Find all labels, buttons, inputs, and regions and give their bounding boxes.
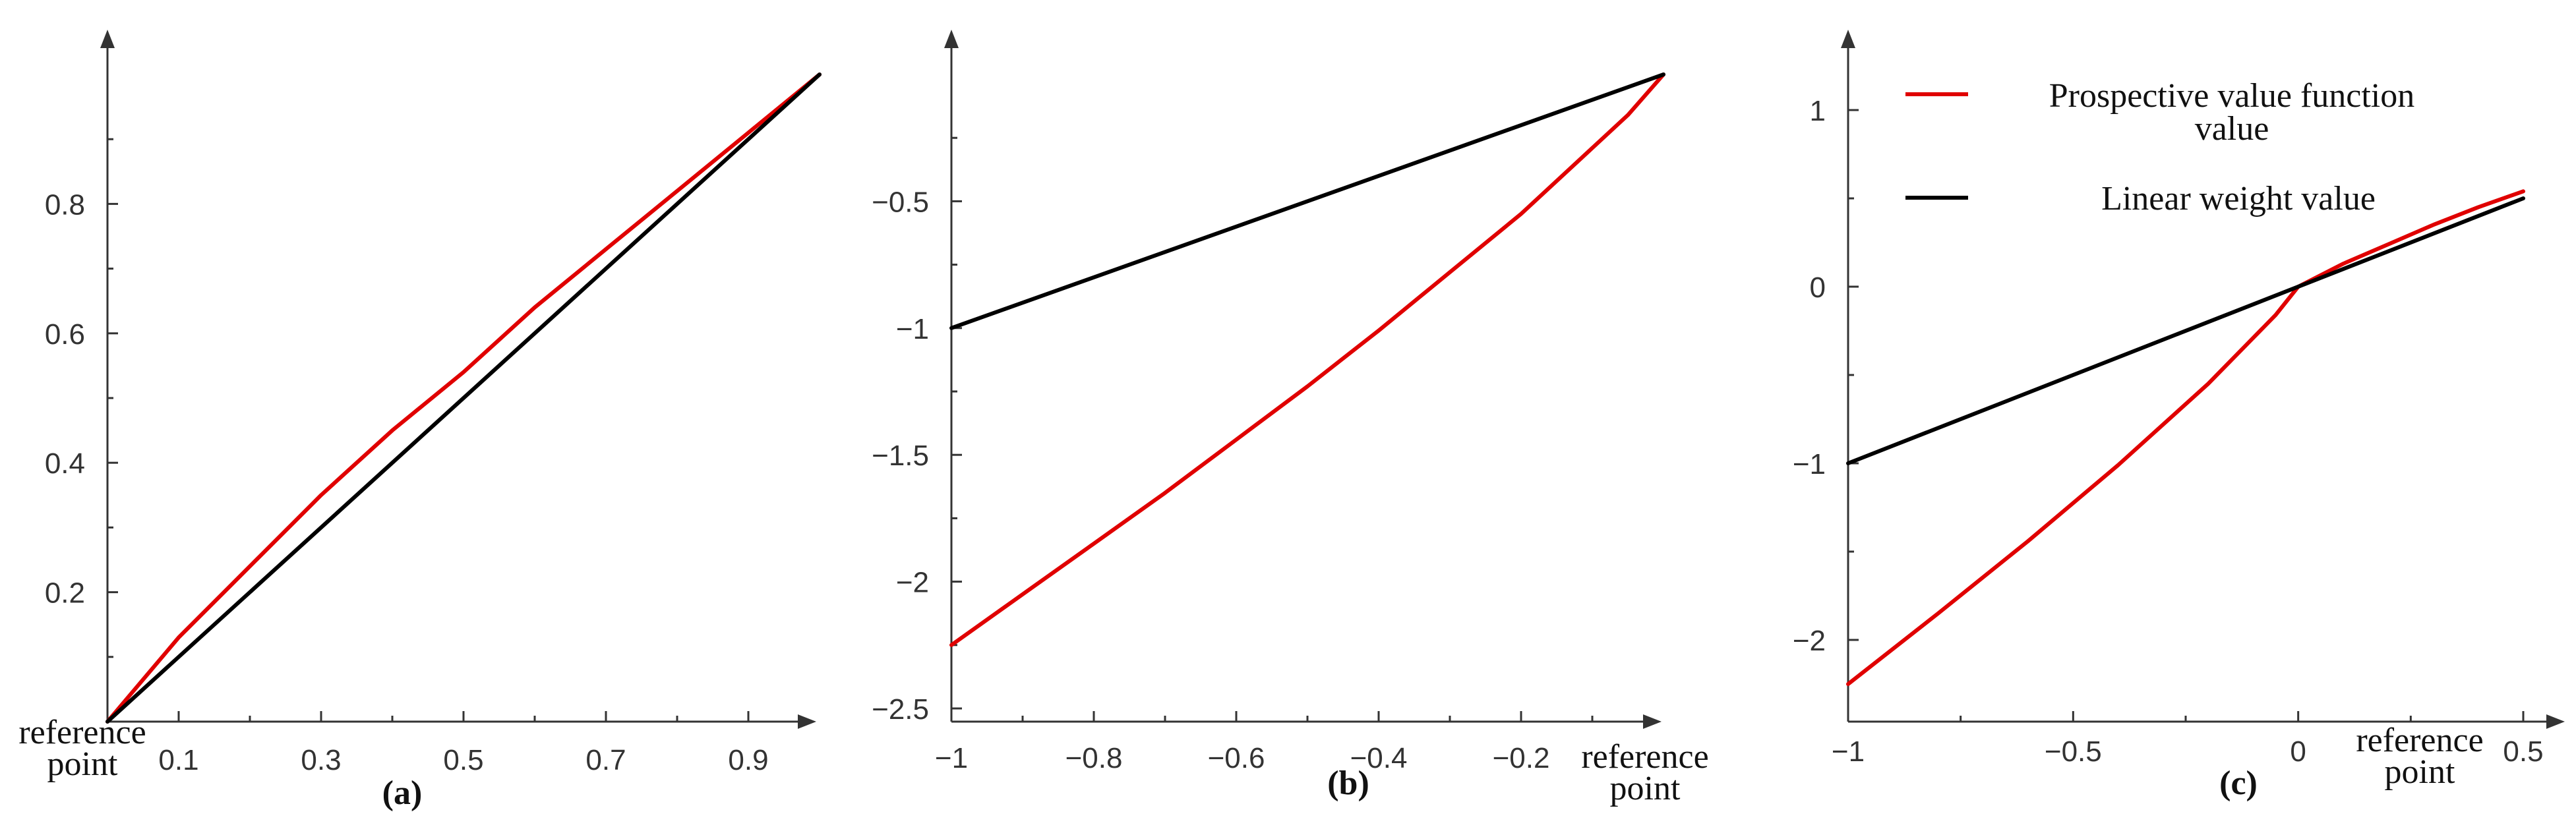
y-tick-label: −1 bbox=[896, 313, 929, 345]
x-tick-label: 0.9 bbox=[728, 744, 768, 776]
y-tick-label: 0.8 bbox=[45, 188, 85, 221]
x-tick-label: −1 bbox=[1832, 735, 1865, 768]
series-line bbox=[949, 72, 1665, 330]
x-axis-arrow bbox=[2546, 714, 2565, 729]
x-tick-label: −1 bbox=[935, 742, 968, 774]
y-axis-arrow bbox=[100, 30, 115, 48]
x-axis-arrow bbox=[1643, 714, 1662, 729]
panel-a: 0.1 0.3 0.5 0.7 0.9 0.2 0.4 0.6 0.8 reference poin… bbox=[18, 30, 822, 812]
y-tick-label: 0.2 bbox=[45, 577, 85, 610]
x-axis-label: reference point bbox=[1581, 738, 1708, 807]
x-tick-label: 0.1 bbox=[158, 744, 198, 776]
y-tick-label: 0 bbox=[1810, 272, 1826, 304]
x-axis-label: reference point bbox=[2356, 722, 2483, 791]
y-tick-label: −2 bbox=[1793, 625, 1826, 657]
x-axis-arrow bbox=[798, 714, 816, 729]
y-tick-label: −1 bbox=[1793, 448, 1826, 480]
panel-label: (b) bbox=[1327, 764, 1369, 802]
y-tick-label: −2.5 bbox=[872, 693, 929, 726]
legend-label: Linear weight value bbox=[2101, 180, 2376, 217]
x-tick-label: 0.5 bbox=[2503, 735, 2543, 768]
series-line bbox=[949, 72, 1665, 647]
y-tick-label: −1.5 bbox=[872, 440, 929, 472]
y-axis-arrow bbox=[1841, 30, 1855, 48]
x-tick-label: 0.7 bbox=[585, 744, 626, 776]
series-line bbox=[1846, 189, 2525, 686]
x-tick-label: 0 bbox=[2290, 735, 2306, 768]
panel-label: (c) bbox=[2219, 764, 2258, 802]
panel-label: (a) bbox=[382, 774, 423, 812]
legend-label: Prospective value function value bbox=[2049, 77, 2415, 148]
y-tick-label: 0.4 bbox=[45, 447, 85, 480]
x-tick-label: −0.8 bbox=[1065, 742, 1123, 774]
legend: Prospective value function value Linear we… bbox=[1905, 77, 2414, 217]
y-tick-label: −2 bbox=[896, 567, 929, 599]
y-tick-label: −0.5 bbox=[872, 186, 929, 218]
panel-b: −1 −0.8 −0.6 −0.4 −0.2 −2.5 −2 −1.5 −1 −0.5 refere… bbox=[872, 30, 1709, 807]
y-axis-arrow bbox=[944, 30, 959, 48]
x-tick-label: −0.4 bbox=[1350, 742, 1408, 774]
x-tick-label: 0.5 bbox=[443, 744, 483, 776]
x-tick-label: −0.2 bbox=[1493, 742, 1550, 774]
x-axis-label: reference point bbox=[18, 714, 146, 783]
x-tick-label: −0.5 bbox=[2045, 735, 2102, 768]
series-line bbox=[105, 72, 822, 724]
y-tick-label: 1 bbox=[1810, 95, 1826, 127]
x-tick-label: 0.3 bbox=[301, 744, 341, 776]
panel-c: −1 −0.5 0 0.5 −2 −1 0 1 reference point (c) Prospec… bbox=[1793, 30, 2565, 802]
x-tick-label: −0.6 bbox=[1208, 742, 1265, 774]
series-line bbox=[105, 72, 822, 724]
y-tick-label: 0.6 bbox=[45, 318, 85, 351]
series-line bbox=[1846, 196, 2525, 465]
